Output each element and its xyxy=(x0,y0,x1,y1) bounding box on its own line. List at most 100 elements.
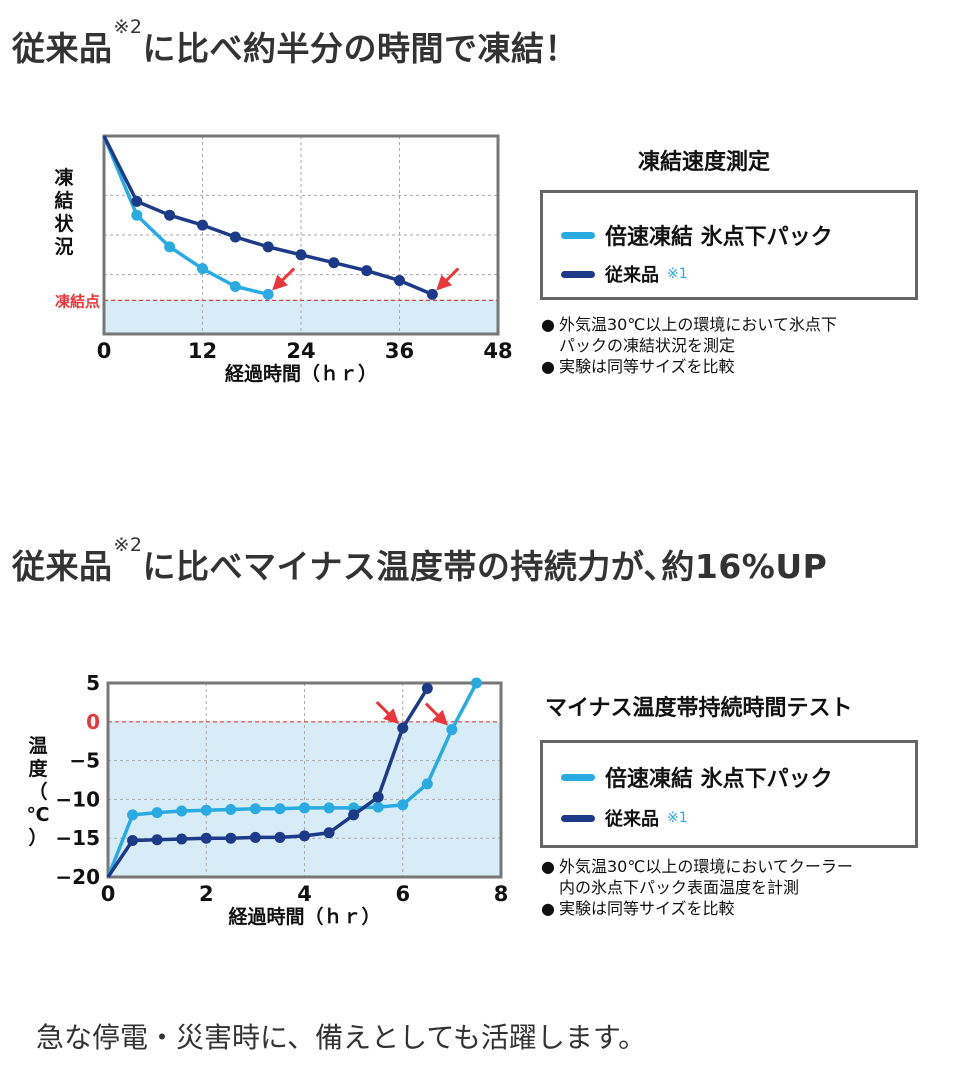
series-0-point xyxy=(131,209,143,221)
series-line-0 xyxy=(106,682,478,878)
legend-2-fast-label: 倍速凍結 氷点下パック xyxy=(605,767,833,792)
series-1-point xyxy=(348,809,360,821)
y-axis-label-char: 温 xyxy=(28,735,47,757)
note-2-line-1: 外気温30℃以上の環境においてクーラー xyxy=(541,856,853,877)
series-0-point xyxy=(229,280,241,292)
series-line-0 xyxy=(102,135,269,297)
y-tick-label: −5 xyxy=(69,749,100,773)
headline-1: 従来品※2に比べ約半分の時間で凍結！ xyxy=(12,16,579,70)
note-2-line-3: 実験は同等サイズを比較 xyxy=(541,898,853,919)
y-tick-label: −10 xyxy=(55,787,100,811)
headline-1-sup: ※2 xyxy=(113,16,143,38)
y-axis-label-char: （ xyxy=(28,780,47,803)
annotation-arrow xyxy=(375,700,399,725)
series-1-point xyxy=(164,209,176,221)
x-axis-label: 経過時間（ｈｒ） xyxy=(228,905,380,928)
series-0-point xyxy=(421,778,433,790)
series-1-point xyxy=(397,722,409,734)
x-axis-label: 経過時間（ｈｒ） xyxy=(225,362,377,385)
legend-2-conventional-label: 従来品 xyxy=(605,809,659,830)
series-0-point xyxy=(299,802,310,814)
series-0-point xyxy=(372,801,384,813)
series-1-point xyxy=(200,832,212,844)
x-tick-label: 6 xyxy=(395,882,410,906)
series-1-point xyxy=(249,831,261,843)
x-tick-label: 2 xyxy=(199,882,214,906)
series-1-point xyxy=(197,219,208,231)
x-tick-label: 12 xyxy=(188,339,217,363)
y-axis-label-char: 況 xyxy=(54,235,73,258)
series-0-point xyxy=(397,799,409,811)
series-1-point xyxy=(299,830,310,842)
series-0-point xyxy=(323,802,335,814)
series-0-point xyxy=(200,804,212,816)
legend-2-fast: 倍速凍結 氷点下パック xyxy=(561,761,833,793)
legend-2-conventional-note: ※1 xyxy=(667,810,688,826)
series-0-point xyxy=(225,803,237,815)
series-1-point xyxy=(151,834,163,846)
minus-temp-chart: 0 2 4 6 8 経過時間（ｈｒ） 5 0 −5 −10 −15 −20 温度（℃） xyxy=(26,671,509,928)
series-line-1 xyxy=(102,135,434,297)
headline-1-main: 従来品 xyxy=(12,29,113,68)
minus-temp-title: マイナス温度帯持続時間テスト xyxy=(545,696,853,721)
series-0-point xyxy=(164,241,176,253)
note-1-line-1: 外気温30℃以上の環境において氷点下 xyxy=(541,314,837,335)
x-tick-label: 24 xyxy=(286,339,315,363)
series-1-point xyxy=(274,831,286,843)
series-1-point xyxy=(225,832,237,844)
x-tick-label: 8 xyxy=(494,882,509,906)
series-1-point xyxy=(323,827,335,839)
annotation-arrow xyxy=(436,267,460,291)
series-1-point xyxy=(361,265,373,277)
series-0-point xyxy=(470,677,482,689)
series-0-point xyxy=(274,803,286,815)
y-axis-label-char: 状 xyxy=(54,212,74,235)
x-tick-label: 36 xyxy=(385,339,414,363)
series-0-point xyxy=(127,809,139,821)
legend-1-conventional: 従来品 ※1 xyxy=(561,261,688,287)
series-1-point xyxy=(295,249,307,261)
series-0-point xyxy=(446,724,458,736)
note-2-line-2: 内の氷点下パック表面温度を計測 xyxy=(559,878,800,897)
legend-1-conventional-note: ※1 xyxy=(667,266,688,282)
plot-frame xyxy=(106,681,503,879)
legend-2-fast-swatch xyxy=(561,773,595,781)
legend-1-fast-swatch xyxy=(561,231,595,239)
y-axis-label-char: ） xyxy=(28,826,47,849)
y-tick-label: −20 xyxy=(55,865,100,889)
series-1-point xyxy=(372,791,384,803)
x-tick-label: 48 xyxy=(483,339,512,363)
plot-frame xyxy=(102,134,500,336)
headline-2-main: 従来品 xyxy=(12,547,113,586)
series-1-point xyxy=(328,257,340,269)
annotation-arrow xyxy=(272,267,296,291)
legend-2: 倍速凍結 氷点下パック 従来品 ※1 xyxy=(540,740,918,848)
headline-2-sup: ※2 xyxy=(113,534,143,556)
y-tick-label: 5 xyxy=(86,671,100,695)
series-1-point xyxy=(176,833,188,845)
x-tick-label: 4 xyxy=(297,882,312,906)
annotation-arrow xyxy=(424,702,448,726)
notes-2: 外気温30℃以上の環境においてクーラー 内の氷点下パック表面温度を計測 実験は同… xyxy=(541,856,853,919)
x-tick-label: 0 xyxy=(97,339,112,363)
series-0-point xyxy=(176,805,188,817)
headline-2-rest: に比べマイナス温度帯の持続力が､約16%UP xyxy=(142,547,828,586)
y-axis-label-char: ℃ xyxy=(26,804,49,826)
series-1-point xyxy=(262,241,274,253)
legend-2-conventional: 従来品 ※1 xyxy=(561,805,688,831)
series-1-point xyxy=(131,195,143,207)
y-axis-label-char: 凍 xyxy=(54,166,73,189)
freeze-speed-title: 凍結速度測定 xyxy=(638,150,771,175)
y-tick-label: 0 xyxy=(86,710,100,734)
series-1-point xyxy=(229,231,241,243)
note-1-line-3: 実験は同等サイズを比較 xyxy=(541,356,837,377)
freeze-point-label: 凍結点 xyxy=(55,292,100,310)
y-axis-label-char: 結 xyxy=(54,189,73,212)
series-1-point xyxy=(127,835,139,847)
legend-1-conventional-label: 従来品 xyxy=(605,265,659,286)
headline-1-rest: に比べ約半分の時間で凍結！ xyxy=(142,29,579,68)
series-1-point xyxy=(426,288,438,300)
series-1-point xyxy=(394,275,405,287)
footer-text: 急な停電・災害時に、備えとしても活躍します。 xyxy=(36,1021,647,1054)
